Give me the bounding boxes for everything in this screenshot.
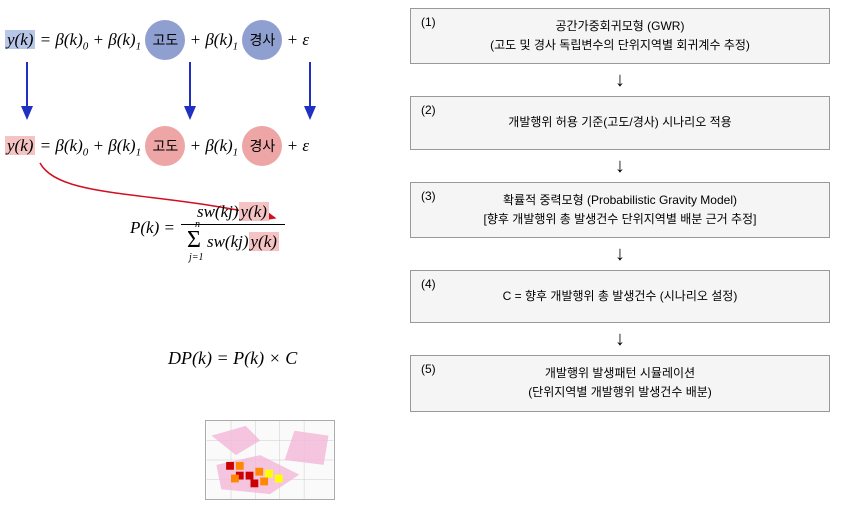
arrow-2-3: ↓ (410, 150, 830, 182)
equation-2: y(k) = β(k)0 + β(k)1 고도 + β(k)1 경사 + ε (5, 126, 400, 166)
yk-pink: y(k) (5, 136, 35, 155)
var2-pink-circle: 경사 (242, 126, 282, 166)
var1-blue-circle: 고도 (145, 20, 185, 60)
diagram-container: y(k) = β(k)0 + β(k)1 고도 + β(k)1 경사 + ε y… (0, 0, 844, 523)
arrow-3-4: ↓ (410, 238, 830, 270)
equation-1: y(k) = β(k)0 + β(k)1 고도 + β(k)1 경사 + ε (5, 20, 400, 60)
arrow-4-5: ↓ (410, 323, 830, 355)
step-5: (5) 개발행위 발생패턴 시뮬레이션 (단위지역별 개발행위 발생건수 배분) (410, 355, 830, 411)
dp-equation: DP(k) = P(k) × C (168, 348, 297, 369)
var2-blue-circle: 경사 (242, 20, 282, 60)
equations-panel: y(k) = β(k)0 + β(k)1 고도 + β(k)1 경사 + ε y… (0, 0, 405, 523)
step-3: (3) 확률적 중력모형 (Probabilistic Gravity Mode… (410, 182, 830, 238)
map-thumbnail (205, 420, 335, 500)
flow-panel: (1) 공간가중회귀모형 (GWR) (고도 및 경사 독립변수의 단위지역별 … (405, 0, 840, 523)
summation: Σ n j=1 (187, 227, 207, 253)
arrow-1-2: ↓ (410, 64, 830, 96)
yk-blue: y(k) (5, 30, 35, 49)
var1-pink-circle: 고도 (145, 126, 185, 166)
step-4: (4) C = 향후 개발행위 총 발생건수 (시나리오 설정) (410, 270, 830, 323)
fraction: sw(kj)y(k) Σ n j=1 sw(kj)y(k) (181, 200, 285, 256)
step-1: (1) 공간가중회귀모형 (GWR) (고도 및 경사 독립변수의 단위지역별 … (410, 8, 830, 64)
pk-equation: P(k) = sw(kj)y(k) Σ n j=1 sw(kj)y(k) (130, 200, 285, 256)
step-2: (2) 개발행위 허용 기준(고도/경사) 시나리오 적용 (410, 96, 830, 149)
